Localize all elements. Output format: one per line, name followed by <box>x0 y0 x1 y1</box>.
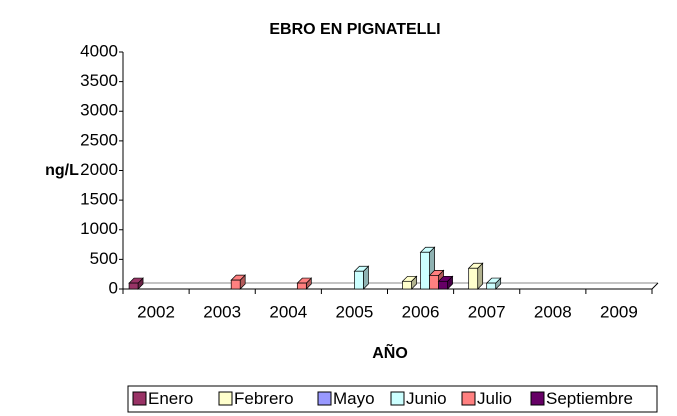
x-tick-label: 2003 <box>203 302 241 321</box>
legend-label: Septiembre <box>546 389 633 408</box>
x-tick-label: 2002 <box>137 302 175 321</box>
bar <box>468 267 479 290</box>
legend-swatch <box>132 391 147 406</box>
y-tick-label: 1500 <box>80 190 118 209</box>
x-tick-label: 2007 <box>468 302 506 321</box>
legend-label: Junio <box>406 389 447 408</box>
x-tick-label: 2008 <box>534 302 572 321</box>
bar <box>296 282 307 290</box>
bar <box>230 279 241 290</box>
bar <box>420 251 430 290</box>
bar <box>429 275 439 290</box>
y-tick-label: 4000 <box>80 41 118 60</box>
bar <box>354 270 364 290</box>
legend-label: Enero <box>148 389 193 408</box>
x-axis-label: AÑO <box>372 342 408 362</box>
y-tick-label: 500 <box>90 249 118 268</box>
y-tick-label: 1000 <box>80 219 118 238</box>
x-tick-label: 2004 <box>269 302 307 321</box>
y-tick-label: 2000 <box>80 160 118 179</box>
y-tick-label: 3500 <box>80 71 118 90</box>
legend-swatch <box>317 391 332 406</box>
y-tick-label: 3000 <box>80 101 118 120</box>
legend-label: Febrero <box>234 389 294 408</box>
y-tick-label: 0 <box>109 278 118 297</box>
legend-swatch <box>461 391 476 406</box>
bar <box>128 282 139 290</box>
legend-label: Mayo <box>333 389 375 408</box>
y-axis-label: ng/L <box>45 162 79 179</box>
x-tick-label: 2009 <box>600 302 638 321</box>
bar <box>402 280 412 290</box>
y-tick-label: 2500 <box>80 130 118 149</box>
legend-swatch <box>390 391 405 406</box>
chart-title: EBRO EN PIGNATELLI <box>269 21 440 38</box>
bar <box>486 282 497 290</box>
x-tick-label: 2005 <box>336 302 374 321</box>
legend-swatch <box>218 391 233 406</box>
x-tick-label: 2006 <box>402 302 440 321</box>
legend-label: Julio <box>477 389 512 408</box>
bar <box>438 280 448 290</box>
legend-swatch <box>530 391 545 406</box>
floor-edge <box>651 282 659 290</box>
